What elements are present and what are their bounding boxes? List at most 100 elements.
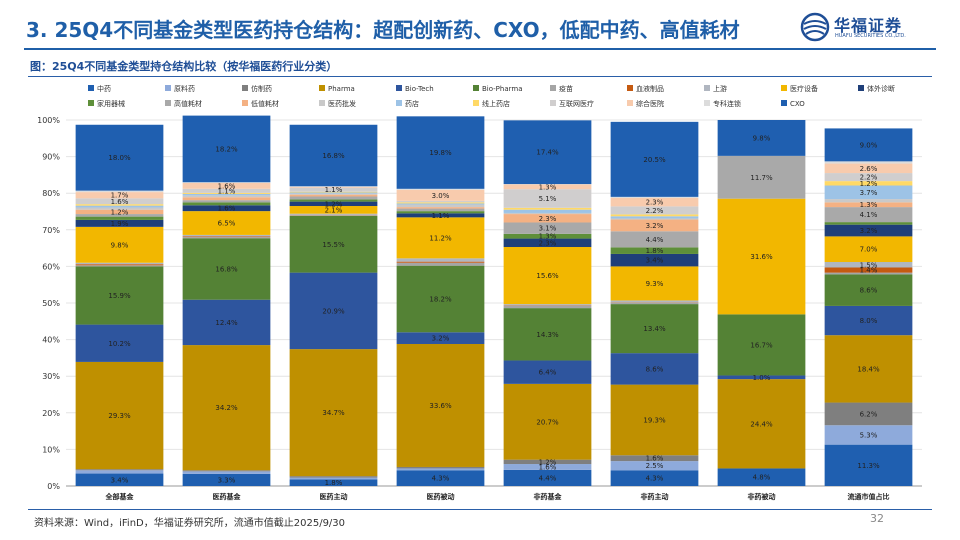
data-label: 1.2% [111, 208, 129, 216]
data-label: 31.6% [750, 253, 773, 261]
data-label: 1.1% [325, 186, 343, 194]
data-label: 11.7% [750, 174, 773, 182]
bar-segment [75, 190, 164, 193]
x-category-label: 流通市值占比 [848, 492, 890, 501]
bar-segment [396, 332, 485, 344]
data-label: 9.3% [646, 280, 664, 288]
bar-segment [824, 173, 913, 182]
data-label: 3.4% [646, 257, 664, 265]
data-label: 16.7% [750, 341, 773, 349]
data-label: 15.9% [108, 292, 131, 300]
bar-segment [182, 202, 271, 206]
bar-segment [824, 402, 913, 426]
data-label: 1.1% [218, 187, 236, 195]
company-logo: 华福证券 HUAFU SECURITIES CO.,LTD. [800, 10, 930, 46]
data-label: 18.2% [215, 145, 238, 153]
data-label: 3.2% [860, 227, 878, 235]
title-divider [24, 48, 936, 50]
bar-segment [75, 204, 164, 206]
bar-segment [503, 464, 592, 470]
bar-segment [824, 185, 913, 200]
data-label: 2.3% [539, 239, 557, 247]
bar-segment [75, 469, 164, 471]
bar-segment [289, 186, 378, 188]
data-label: 9.0% [860, 141, 878, 149]
legend-label: 线上药店 [482, 99, 510, 108]
bar-segment [289, 193, 378, 195]
data-label: 13.4% [643, 325, 666, 333]
bar-segment [182, 192, 271, 194]
bar-segment [75, 219, 164, 227]
bar-segment [503, 209, 592, 213]
bar-segment [610, 304, 699, 354]
legend-label: 体外诊断 [867, 84, 895, 93]
data-label: 8.6% [860, 287, 878, 295]
data-label: 3.2% [646, 222, 664, 230]
legend-swatch [781, 85, 787, 91]
data-label: 2.2% [646, 207, 664, 215]
y-tick-label: 30% [42, 372, 60, 381]
data-label: 18.0% [108, 154, 131, 162]
data-label: 10.2% [108, 340, 131, 348]
bar-segment [289, 191, 378, 193]
data-label: 6.5% [218, 220, 236, 228]
data-label: 9.8% [753, 134, 771, 142]
legend-swatch [319, 100, 325, 106]
legend-label: Bio-Pharma [482, 85, 523, 93]
data-label: 16.8% [322, 152, 345, 160]
bar-segment [75, 470, 164, 474]
data-label: 2.3% [646, 199, 664, 207]
legend-label: 高值耗材 [174, 99, 202, 108]
bar-segment [396, 208, 485, 212]
bar-segment [289, 187, 378, 192]
legend-label: 原料药 [174, 84, 195, 93]
data-label: 16.8% [215, 265, 238, 273]
bar-segment [503, 222, 592, 234]
data-label: 7.0% [860, 246, 878, 254]
bar-segment [396, 189, 485, 201]
data-label: 15.6% [536, 272, 559, 280]
legend-label: 仿制药 [251, 84, 272, 93]
legend-label: 上游 [713, 84, 727, 93]
data-label: 12.4% [215, 319, 238, 327]
bar-segment [396, 343, 485, 467]
data-label: 1.2% [539, 458, 557, 466]
data-label: 17.4% [536, 149, 559, 157]
bar-segment [396, 466, 485, 469]
bar-segment [824, 199, 913, 203]
bar-segment [717, 375, 806, 380]
data-label: 2.3% [539, 215, 557, 223]
bar-segment [75, 361, 164, 470]
data-label: 4.4% [539, 474, 557, 482]
logo-globe-icon [800, 12, 830, 42]
bar-segment [182, 195, 271, 198]
bar-segment [824, 267, 913, 273]
bar-segment [182, 236, 271, 238]
data-label: 18.4% [857, 365, 880, 373]
y-tick-label: 50% [42, 299, 60, 308]
bar-segment [75, 226, 164, 263]
bar-segment [182, 345, 271, 471]
bar-segment [289, 201, 378, 207]
legend-label: 专科连锁 [713, 99, 741, 108]
data-label: 8.6% [646, 365, 664, 373]
data-label: 1.4% [860, 267, 878, 275]
bar-segment [824, 224, 913, 237]
data-label: 1.8% [646, 247, 664, 255]
bar-segment [824, 274, 913, 306]
data-label: 2.2% [860, 174, 878, 182]
bar-segment [182, 182, 271, 183]
data-label: 4.1% [860, 211, 878, 219]
legend-swatch [627, 100, 633, 106]
data-label: 18.2% [429, 295, 452, 303]
legend-swatch [704, 85, 710, 91]
bar-segment [503, 469, 592, 486]
legend-label: Pharma [328, 85, 355, 93]
data-label: 1.2% [325, 200, 343, 208]
data-label: 3.3% [218, 476, 236, 484]
bar-segment [75, 124, 164, 191]
source-note: 资料来源：Wind，iFinD，华福证券研究所，流通市值截止2025/9/30 [34, 518, 346, 529]
data-label: 1.3% [860, 201, 878, 209]
bar-segment [396, 265, 485, 333]
data-label: 1.6% [218, 182, 236, 190]
